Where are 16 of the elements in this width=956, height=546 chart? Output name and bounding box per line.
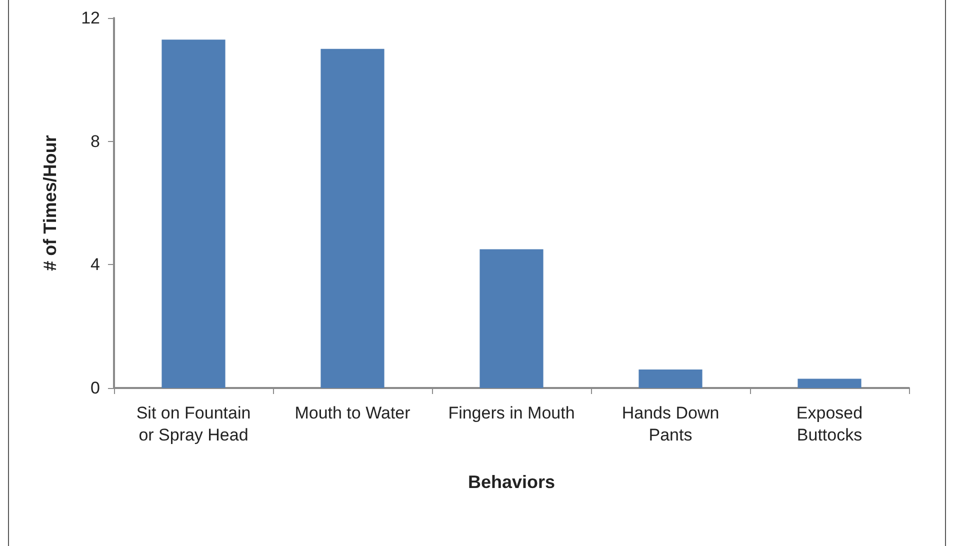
y-axis-title: # of Times/Hour <box>40 135 60 271</box>
bar <box>798 378 862 388</box>
bar <box>320 48 384 388</box>
bar <box>162 40 226 388</box>
x-tick-label: Exposed Buttocks <box>796 404 863 444</box>
x-tick-label: Sit on Fountain or Spray Head <box>136 404 251 444</box>
x-tick-label: Hands Down Pants <box>622 404 720 444</box>
y-tick-label: 4 <box>90 255 100 274</box>
y-tick-label: 0 <box>90 378 100 398</box>
y-tick-label: 12 <box>81 8 100 28</box>
y-tick-label: 8 <box>90 132 100 151</box>
x-tick-label: Fingers in Mouth <box>448 404 575 422</box>
bar <box>638 370 702 388</box>
x-axis-title: Behaviors <box>468 472 556 492</box>
x-tick-label: Mouth to Water <box>294 404 411 422</box>
bar <box>480 249 544 388</box>
